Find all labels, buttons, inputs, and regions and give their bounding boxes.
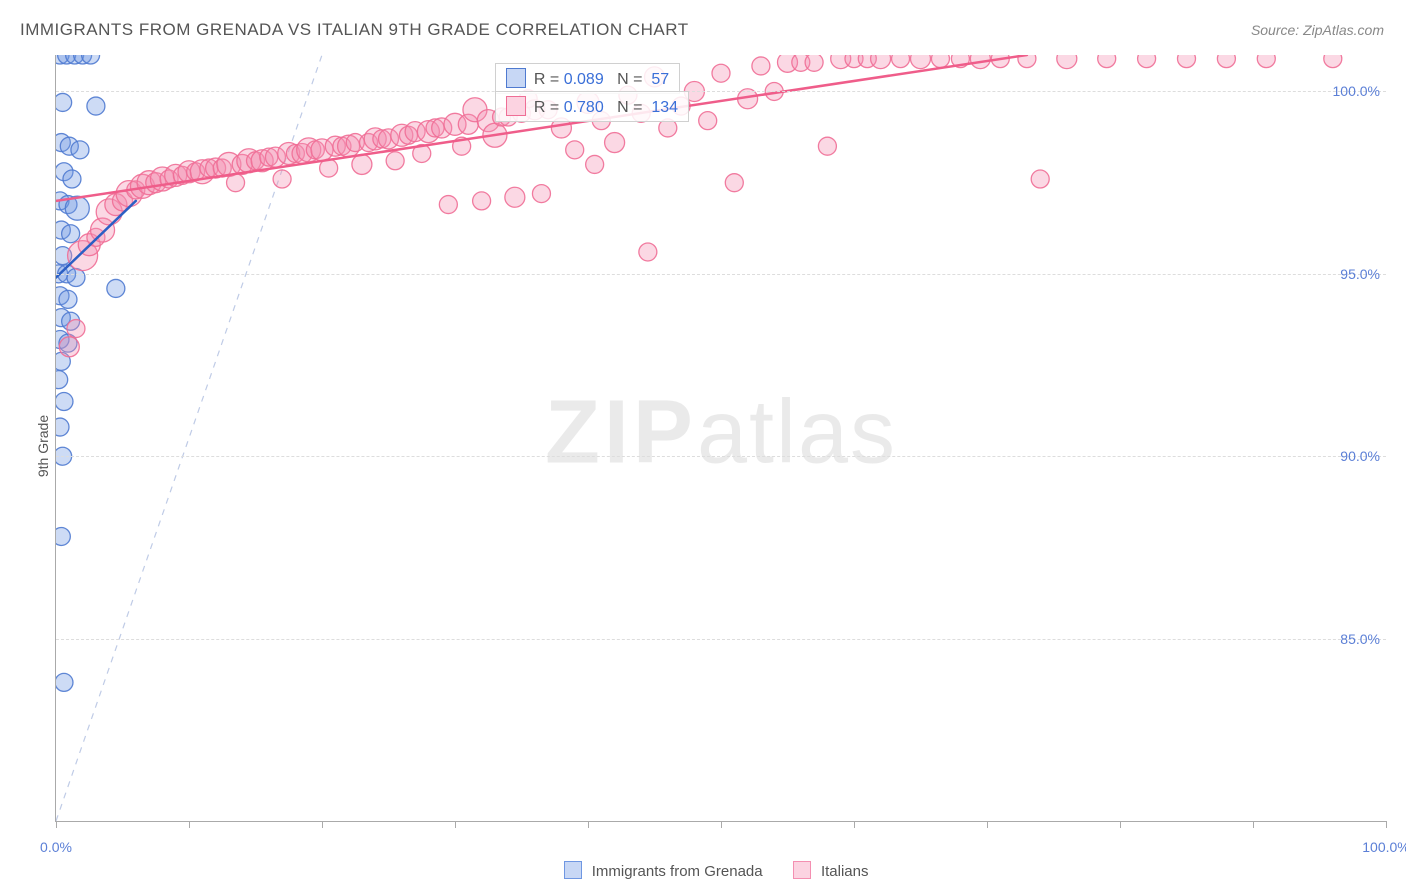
x-tick [455, 821, 456, 828]
x-tick [588, 821, 589, 828]
y-axis-label: 9th Grade [35, 415, 51, 477]
x-tick [854, 821, 855, 828]
x-tick [56, 821, 57, 828]
correlation-stat-italians: R = 0.780 N = 134 [495, 91, 689, 122]
legend-label-italians: Italians [821, 863, 869, 880]
y-tick-label: 100.0% [1333, 83, 1380, 99]
x-tick [1386, 821, 1387, 828]
y-tick-label: 95.0% [1340, 266, 1380, 282]
legend-swatch-italians [793, 861, 811, 879]
correlation-stat-grenada: R = 0.089 N = 57 [495, 63, 680, 94]
grid-line [56, 274, 1386, 275]
y-tick-label: 85.0% [1340, 631, 1380, 647]
source-attribution: Source: ZipAtlas.com [1251, 22, 1384, 38]
x-tick [721, 821, 722, 828]
grid-line [56, 639, 1386, 640]
legend-swatch-grenada [564, 861, 582, 879]
x-tick [1120, 821, 1121, 828]
scatter-chart: ZIPatlas 85.0%90.0%95.0%100.0%0.0%100.0%… [55, 55, 1386, 822]
chart-canvas [56, 55, 1386, 821]
x-tick [322, 821, 323, 828]
x-tick [189, 821, 190, 828]
bottom-legend: Immigrants from Grenada Italians [0, 861, 1406, 880]
x-tick [1253, 821, 1254, 828]
grid-line [56, 91, 1386, 92]
y-tick-label: 90.0% [1340, 448, 1380, 464]
chart-title: IMMIGRANTS FROM GRENADA VS ITALIAN 9TH G… [20, 20, 689, 40]
x-tick-label: 100.0% [1362, 839, 1406, 855]
x-tick-label: 0.0% [40, 839, 72, 855]
grid-line [56, 456, 1386, 457]
x-tick [987, 821, 988, 828]
legend-label-grenada: Immigrants from Grenada [592, 863, 763, 880]
